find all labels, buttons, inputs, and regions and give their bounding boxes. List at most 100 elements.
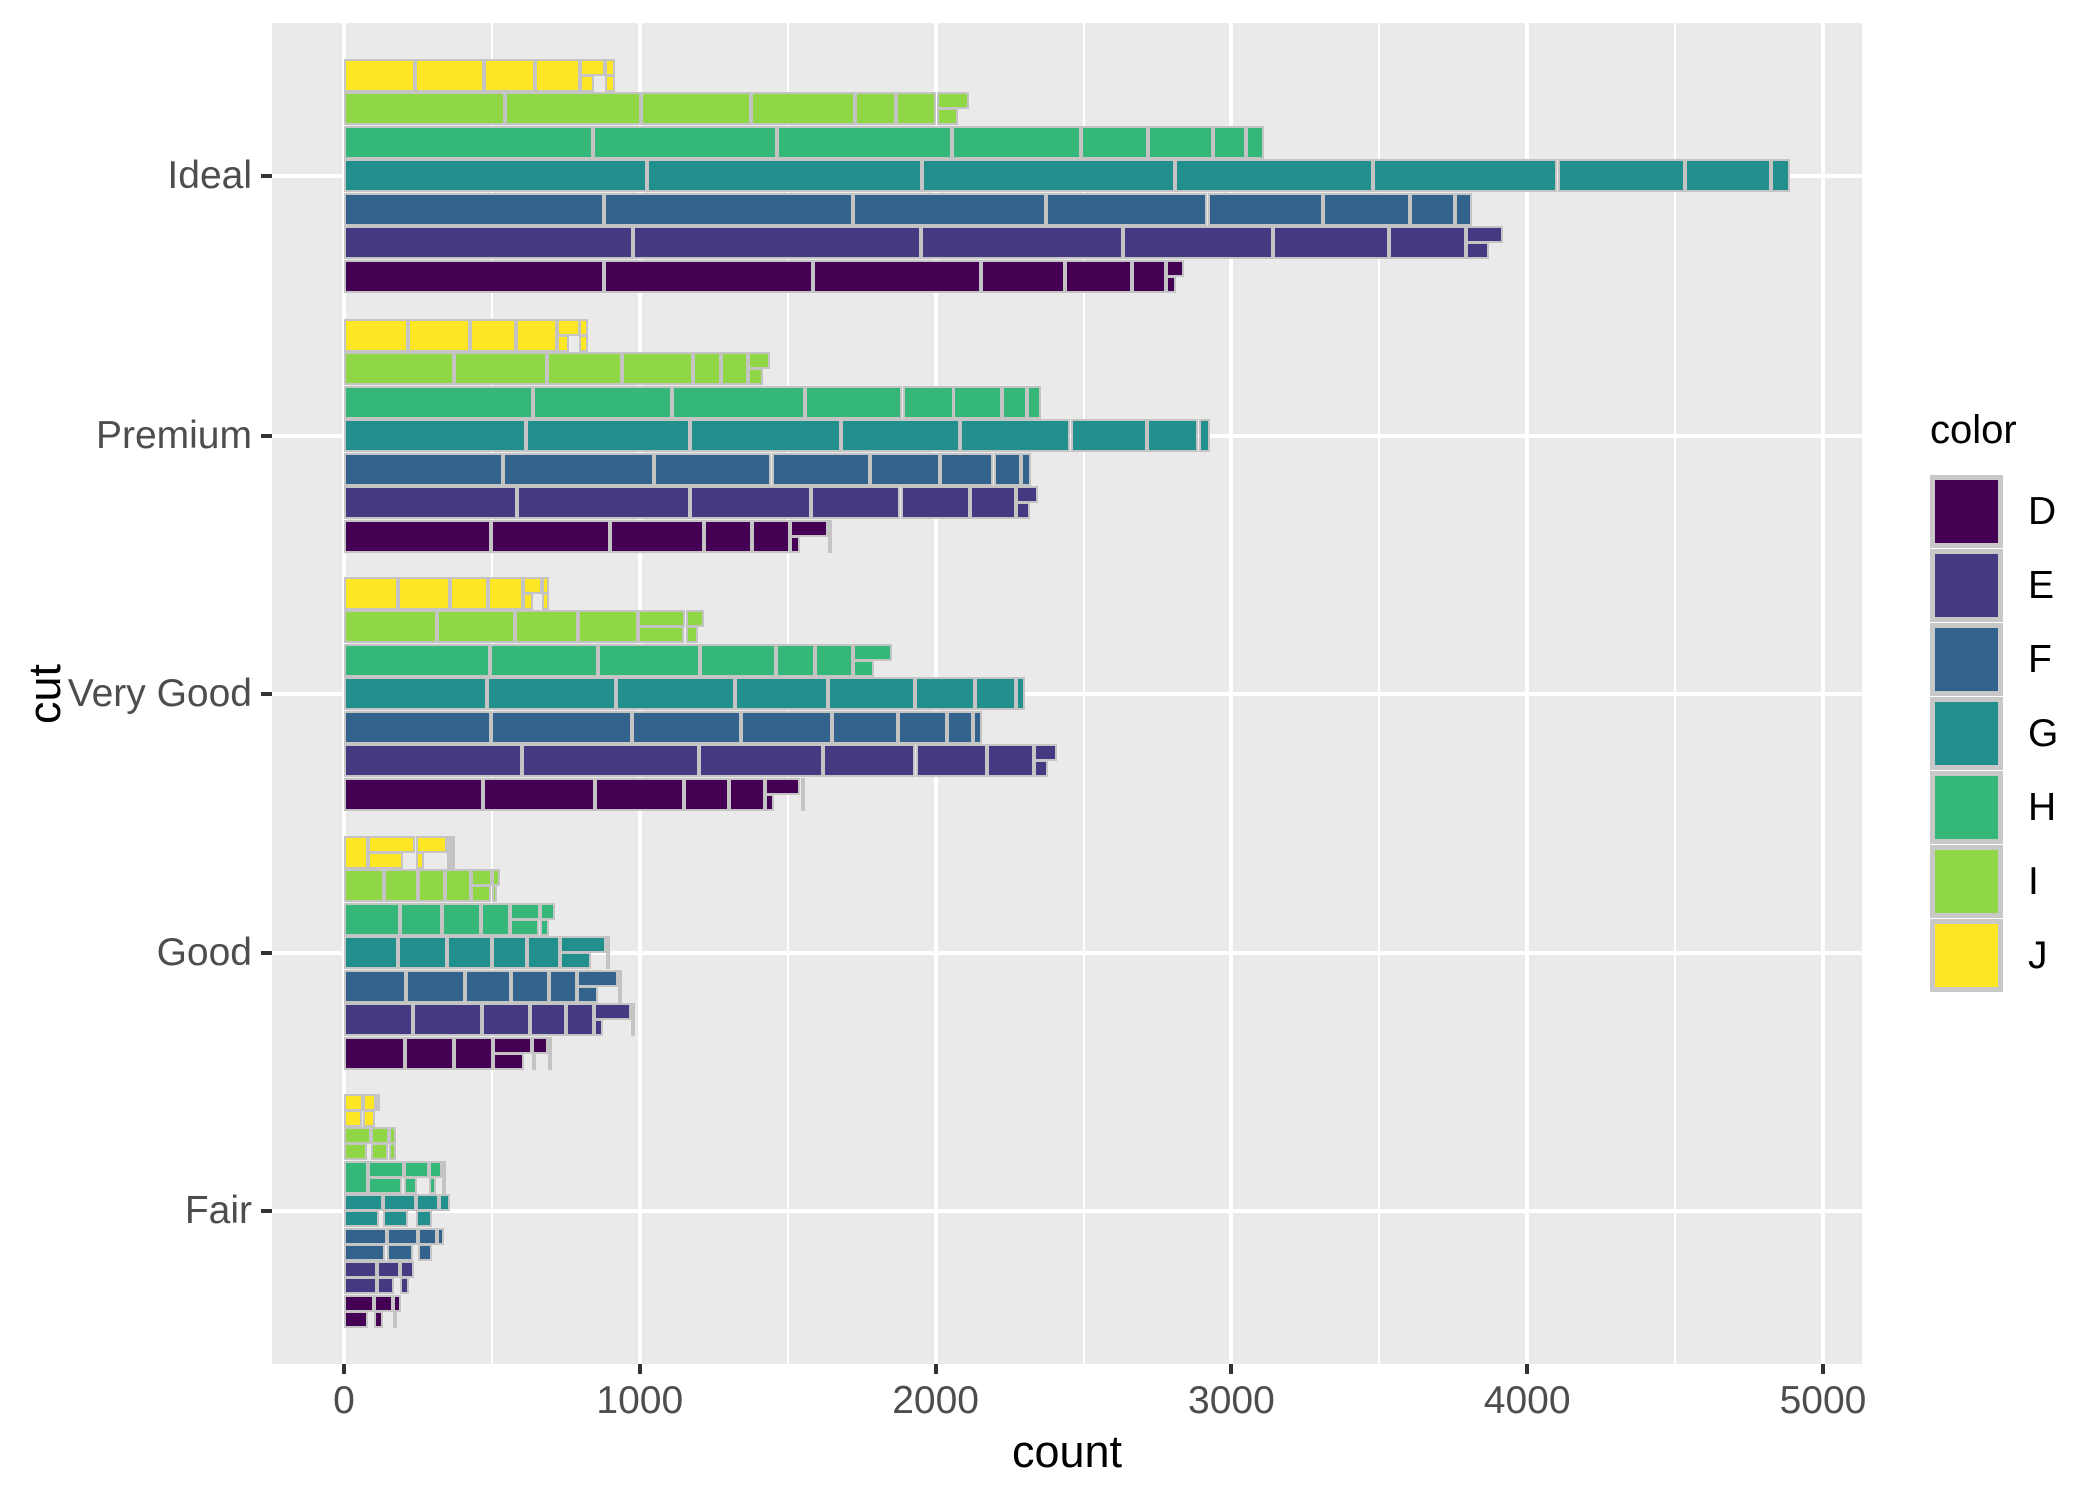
tile-H-7: [1027, 385, 1042, 419]
tile-H-3: [804, 385, 903, 419]
bar-premium-G: [344, 419, 1217, 453]
tile-H-3: [700, 643, 776, 677]
tile-F-5: [417, 1243, 432, 1261]
tile-I-5: [389, 1143, 396, 1161]
tile-G-3: [735, 677, 829, 711]
tile-I-4: [854, 92, 897, 126]
tile-D-1: [491, 519, 610, 553]
tile-G-1: [647, 159, 922, 193]
tile-G-0: [344, 1194, 383, 1212]
x-tick-label-0: 0: [333, 1379, 355, 1422]
tile-E-2: [377, 1261, 401, 1279]
tile-J-5: [522, 593, 534, 610]
tile-E-4: [900, 486, 970, 520]
tile-J-0: [344, 319, 408, 352]
tile-I-7: [685, 626, 698, 644]
bar-very-good-H: [344, 643, 892, 677]
y-tick-label-fair: Fair: [184, 1189, 252, 1232]
tile-I-2: [546, 352, 622, 386]
tile-I-3: [370, 1143, 389, 1161]
legend-key-D: [1930, 475, 2003, 548]
bar-fair-J: [344, 1094, 388, 1127]
legend-key-E: [1930, 549, 2003, 622]
bar-premium-F: [344, 452, 1042, 486]
legend-key-F: [1930, 623, 2003, 696]
tile-E-7: [1034, 760, 1049, 778]
tile-G-3: [1174, 159, 1373, 193]
tile-D-5: [764, 777, 801, 795]
tile-J-3: [534, 59, 581, 92]
tile-J-4: [580, 59, 605, 76]
tile-J-2: [470, 319, 517, 352]
tile-J-5: [580, 75, 594, 92]
legend-key-J: [1930, 919, 2003, 992]
tile-G-3: [841, 419, 960, 453]
bar-good-D: [344, 1036, 552, 1070]
tile-D-5: [532, 1036, 548, 1054]
tile-H-3: [952, 125, 1082, 159]
tile-J-7: [579, 335, 588, 352]
tile-G-2: [921, 159, 1175, 193]
bar-good-F: [344, 969, 622, 1003]
tile-J-2: [362, 1094, 377, 1111]
tile-G-0: [344, 419, 526, 453]
tile-I-4: [692, 352, 721, 386]
tile-G-5: [915, 677, 975, 711]
tile-D-5: [1132, 259, 1166, 293]
tile-D-7: [547, 1036, 552, 1070]
tile-J-4: [415, 852, 424, 869]
tile-H-7: [540, 918, 549, 936]
tile-D-2: [594, 777, 685, 811]
tile-F-5: [576, 969, 618, 987]
legend-key-I: [1930, 845, 2003, 918]
tile-I-0: [344, 352, 454, 386]
tile-I-2: [641, 92, 751, 126]
y-tick-very-good: [261, 692, 272, 696]
legend-label-J: J: [2028, 933, 2048, 977]
tile-F-6: [576, 985, 599, 1003]
tile-F-4: [549, 969, 577, 1003]
tile-G-3: [383, 1210, 409, 1228]
x-tick-1000: [637, 1364, 642, 1374]
bar-premium-J: [344, 319, 592, 352]
legend-label-D: D: [2028, 489, 2057, 533]
tile-E-1: [413, 1003, 482, 1037]
tile-D-0: [344, 1036, 405, 1070]
tile-F-7: [1455, 192, 1473, 226]
tile-F-4: [832, 710, 898, 744]
tile-I-6: [685, 610, 704, 628]
tile-E-2: [699, 744, 824, 778]
tile-H-6: [1212, 125, 1247, 159]
legend-label-F: F: [2028, 637, 2052, 681]
tile-F-3: [386, 1243, 413, 1261]
tile-D-0: [344, 1294, 374, 1312]
tile-D-0: [344, 519, 491, 553]
tile-J-7: [605, 75, 615, 92]
tile-J-1: [344, 1110, 363, 1127]
tile-D-5: [393, 1310, 398, 1328]
x-tick-4000: [1525, 1364, 1530, 1374]
tile-D-1: [344, 1310, 369, 1328]
tile-E-5: [400, 1277, 410, 1295]
tile-H-2: [597, 643, 701, 677]
tile-G-3: [492, 936, 528, 970]
tile-J-6: [541, 577, 549, 594]
tile-J-1: [368, 836, 416, 853]
tile-E-1: [632, 226, 922, 260]
bar-fair-E: [344, 1261, 419, 1295]
tile-I-6: [748, 352, 771, 370]
bar-ideal-J: [344, 59, 618, 92]
bar-very-good-G: [344, 677, 1033, 711]
tile-D-4: [492, 1052, 525, 1070]
tile-E-0: [344, 1261, 378, 1279]
gridline-major-y-very-good: [272, 692, 1862, 696]
tile-J-0: [344, 577, 398, 610]
tile-F-4: [1207, 192, 1323, 226]
tile-H-6: [540, 902, 556, 920]
tile-E-1: [344, 1277, 378, 1295]
tile-G-6: [560, 952, 592, 970]
tile-D-1: [482, 777, 595, 811]
tile-H-0: [344, 125, 593, 159]
tile-E-3: [823, 744, 916, 778]
